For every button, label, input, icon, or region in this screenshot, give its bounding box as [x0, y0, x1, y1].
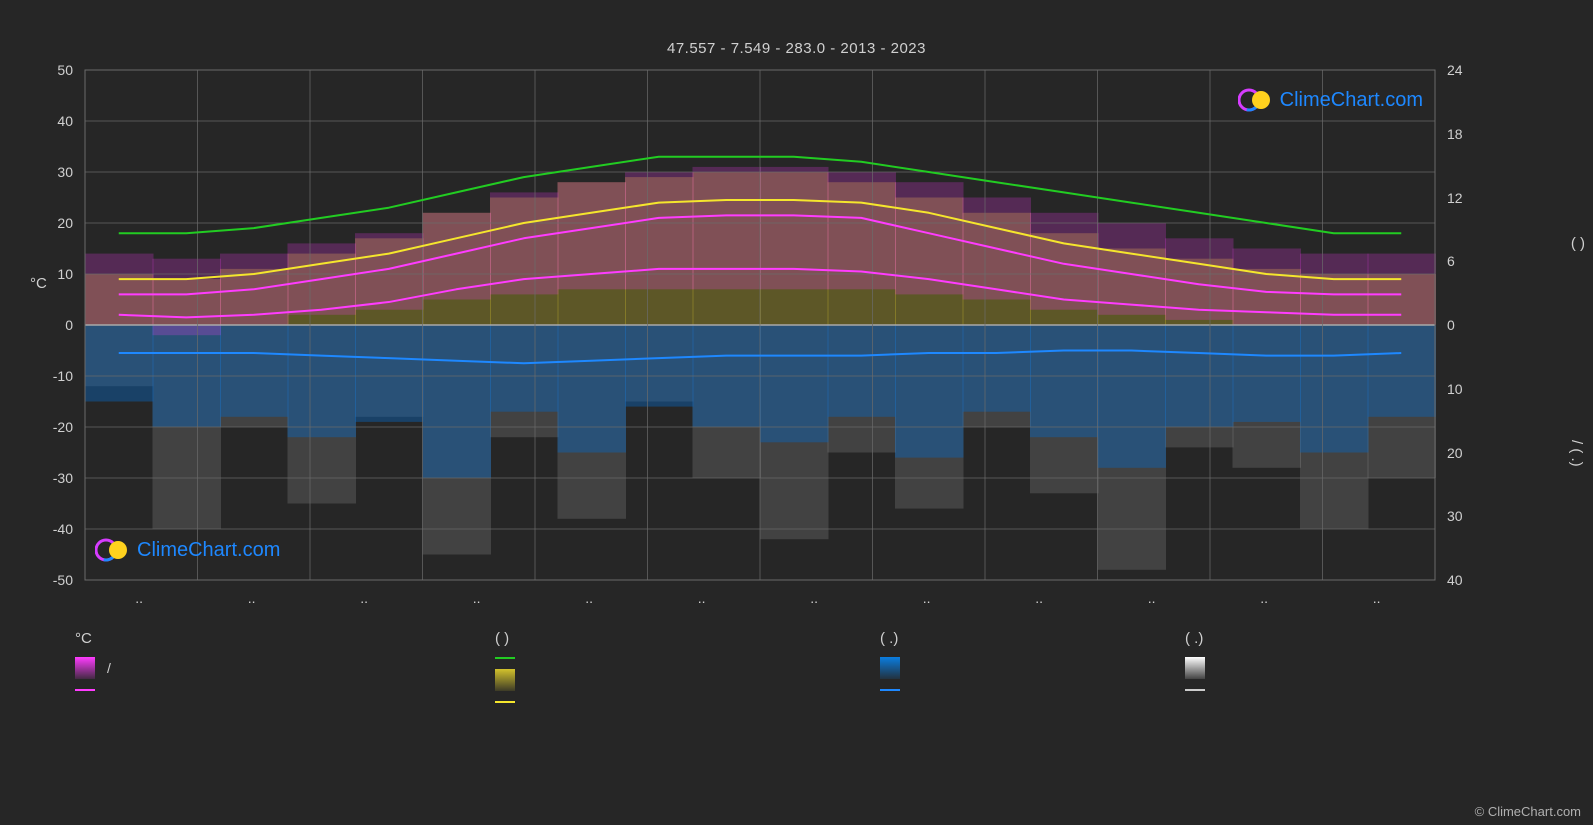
legend-swatch [495, 669, 515, 691]
legend-col3: ( .) [880, 630, 912, 701]
tick-label: 40 [37, 113, 73, 129]
x-tick: .. [698, 590, 706, 606]
legend-col2: ( ) [495, 630, 527, 713]
legend-item [1185, 657, 1217, 679]
brand-name: ClimeChart.com [137, 539, 280, 562]
x-tick: .. [923, 590, 931, 606]
tick-label: -30 [37, 470, 73, 486]
tick-label: 30 [37, 164, 73, 180]
x-tick: .. [810, 590, 818, 606]
legend-swatch [1185, 689, 1205, 691]
tick-label: 0 [1447, 317, 1455, 333]
tick-label: 10 [37, 266, 73, 282]
legend-item [495, 701, 527, 703]
brand-logo-bottom: ClimeChart.com [95, 535, 280, 565]
legend-col4: ( .) [1185, 630, 1217, 701]
legend-header: ( ) [495, 630, 527, 647]
tick-label: -40 [37, 521, 73, 537]
tick-label: 6 [1447, 253, 1455, 269]
legend-swatch [880, 689, 900, 691]
legend-item: / [75, 657, 111, 679]
legend-label: / [107, 660, 111, 676]
x-tick: .. [1148, 590, 1156, 606]
legend-swatch [75, 657, 95, 679]
legend-swatch [880, 657, 900, 679]
legend-header: ( .) [880, 630, 912, 647]
tick-label: 0 [37, 317, 73, 333]
tick-label: -50 [37, 572, 73, 588]
brand-name: ClimeChart.com [1280, 89, 1423, 112]
y-axis-right-bottom: / ( .) [1568, 440, 1585, 467]
x-tick: .. [248, 590, 256, 606]
x-tick: .. [135, 590, 143, 606]
legend-swatch [495, 657, 515, 659]
climate-chart [0, 0, 1593, 825]
tick-label: -10 [37, 368, 73, 384]
x-tick: .. [1260, 590, 1268, 606]
chart-container: { "header": { "text": "47.557 - 7.549 - … [0, 0, 1593, 825]
legend-swatch [75, 689, 95, 691]
tick-label: 10 [1447, 381, 1463, 397]
x-tick: .. [360, 590, 368, 606]
tick-label: 40 [1447, 572, 1463, 588]
y-axis-right-top: ( ) [1571, 235, 1585, 252]
tick-label: 30 [1447, 508, 1463, 524]
legend-item [495, 669, 527, 691]
tick-label: 20 [1447, 445, 1463, 461]
tick-label: 20 [37, 215, 73, 231]
legend-header: °C [75, 630, 111, 647]
legend-item [75, 689, 111, 691]
copyright: © ClimeChart.com [1475, 804, 1581, 819]
x-tick: .. [1373, 590, 1381, 606]
tick-label: 12 [1447, 190, 1463, 206]
legend-swatch [495, 701, 515, 703]
x-tick: .. [473, 590, 481, 606]
legend-swatch [1185, 657, 1205, 679]
tick-label: -20 [37, 419, 73, 435]
legend-item [880, 689, 912, 691]
legend-item [1185, 689, 1217, 691]
tick-label: 24 [1447, 62, 1463, 78]
tick-label: 18 [1447, 126, 1463, 142]
legend-col1: °C / [75, 630, 111, 701]
x-tick: .. [1035, 590, 1043, 606]
legend-item [880, 657, 912, 679]
legend-item [495, 657, 527, 659]
legend-header: ( .) [1185, 630, 1217, 647]
x-tick: .. [585, 590, 593, 606]
brand-logo-top: ClimeChart.com [1238, 85, 1423, 115]
tick-label: 50 [37, 62, 73, 78]
